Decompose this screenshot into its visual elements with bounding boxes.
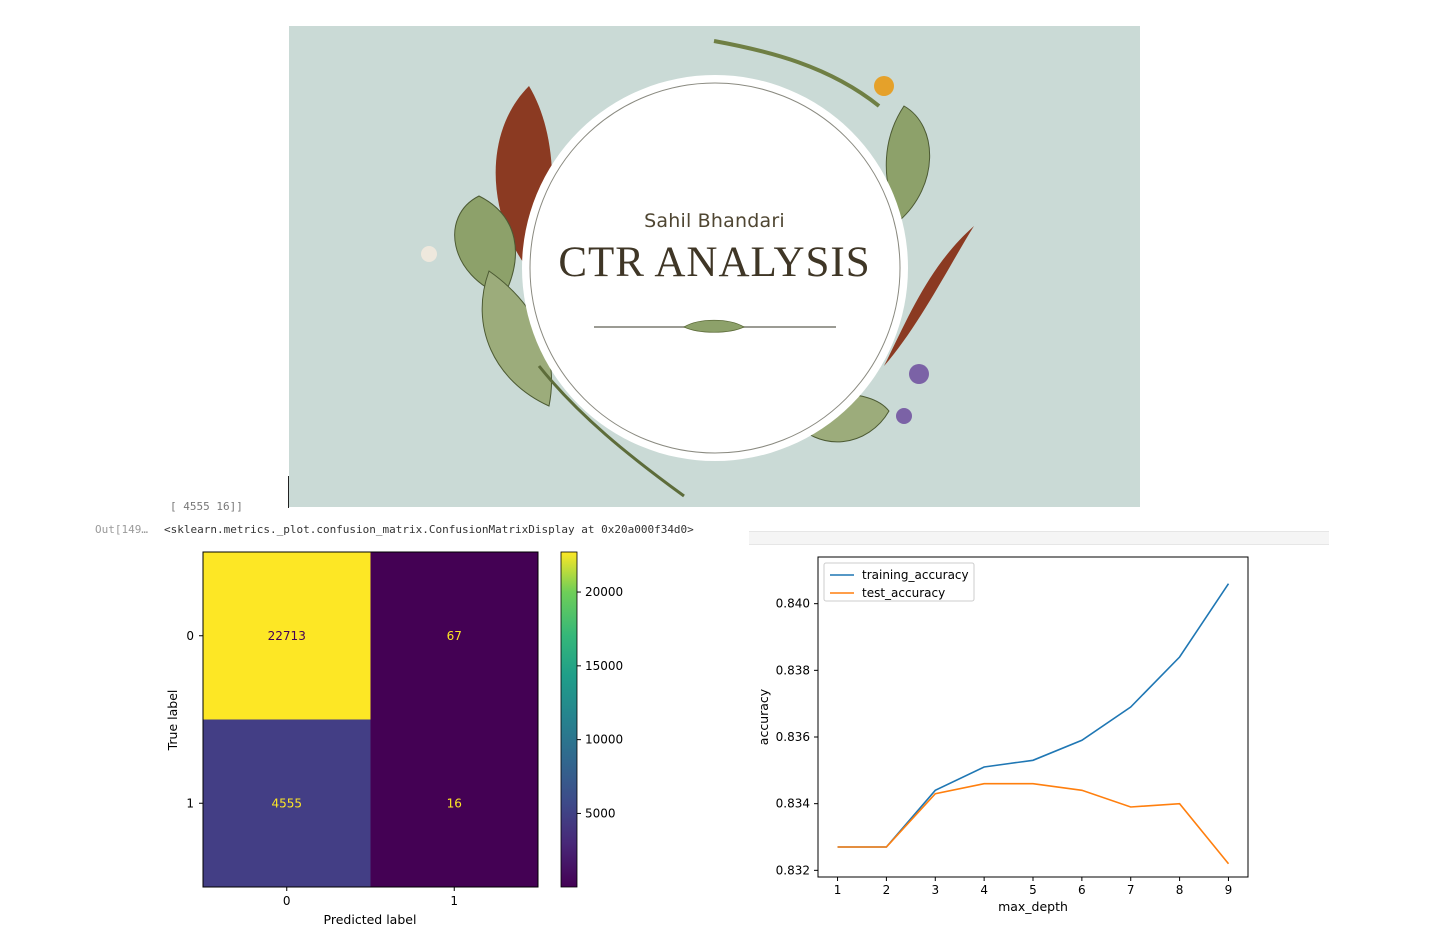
y-tick-label: 0 <box>186 629 194 643</box>
series-line <box>837 782 1230 865</box>
divider-sprig <box>683 319 745 333</box>
banner-title: CTR ANALYSIS <box>558 239 871 286</box>
colorbar-tick-label: 20000 <box>585 585 623 599</box>
x-tick-label: 0 <box>283 894 291 908</box>
x-tick-label: 5 <box>1029 883 1037 897</box>
output-repr-text: <sklearn.metrics._plot.confusion_matrix.… <box>164 523 694 536</box>
y-tick-label: 1 <box>186 796 194 810</box>
cell-value-label: 22713 <box>268 629 306 643</box>
plot-frame <box>817 556 1249 878</box>
x-tick-label: 7 <box>1127 883 1135 897</box>
x-tick-label: 3 <box>931 883 939 897</box>
author-name: Sahil Bhandari <box>644 210 785 232</box>
floral-wreath-illustration <box>421 39 974 498</box>
matrix-cell <box>203 719 371 887</box>
notebook-cell-bar <box>749 531 1329 545</box>
cell-value-label: 16 <box>447 796 462 810</box>
accuracy-line-chart: 1 2 3 4 5 6 7 8 9 0.832 0.834 0.836 0.838 0.840 train… <box>756 556 1249 914</box>
white-circle-frame <box>522 75 908 461</box>
output-prompt: Out[149… <box>95 523 148 536</box>
colorbar <box>560 551 578 888</box>
y-tick-label: 0.832 <box>776 863 810 877</box>
colorbar-tick-label: 10000 <box>585 733 623 747</box>
title-banner: Sahil Bhandari CTR ANALYSIS <box>289 26 1140 507</box>
dark-red-leaf-right <box>884 226 974 366</box>
x-axis-label: max_depth <box>998 899 1068 914</box>
y-tick-label: 0.836 <box>776 730 810 744</box>
x-tick-label: 6 <box>1078 883 1086 897</box>
x-tick-label: 4 <box>980 883 988 897</box>
x-axis-label: Predicted label <box>324 912 417 927</box>
y-axis-label: accuracy <box>756 688 771 745</box>
matrix-cell <box>370 552 538 720</box>
legend-label: training_accuracy <box>862 568 969 582</box>
fern-bottom-left <box>537 365 685 498</box>
inner-ring <box>529 82 901 454</box>
x-tick-label: 9 <box>1225 883 1233 897</box>
cell-value-label: 4555 <box>271 796 302 810</box>
previous-output-text: [ 4555 16]] <box>170 500 243 513</box>
x-tick-label: 1 <box>450 894 458 908</box>
heatmap-frame <box>202 551 539 888</box>
legend-box <box>823 562 975 602</box>
confusion-matrix-chart: 22713 67 4555 16 0 1 0 1 5000 10000 15000 20000 P… <box>165 551 623 927</box>
white-blossom <box>421 246 437 262</box>
text-cursor <box>288 476 289 508</box>
y-tick-label: 0.840 <box>776 597 810 611</box>
matrix-cell <box>203 552 371 720</box>
legend-label: test_accuracy <box>862 586 945 600</box>
colorbar-tick-label: 15000 <box>585 659 623 673</box>
series-line <box>837 583 1230 848</box>
y-axis-label: True label <box>165 690 180 752</box>
x-tick-label: 1 <box>834 883 842 897</box>
x-tick-label: 2 <box>883 883 891 897</box>
fern-top <box>713 39 881 108</box>
matrix-cell <box>370 719 538 887</box>
cell-value-label: 67 <box>447 629 462 643</box>
y-tick-label: 0.834 <box>776 797 810 811</box>
y-tick-label: 0.838 <box>776 663 810 677</box>
x-tick-label: 8 <box>1176 883 1184 897</box>
yellow-flower <box>874 76 894 96</box>
purple-flower-small <box>896 408 912 424</box>
purple-flower <box>909 364 929 384</box>
colorbar-tick-label: 5000 <box>585 806 616 820</box>
